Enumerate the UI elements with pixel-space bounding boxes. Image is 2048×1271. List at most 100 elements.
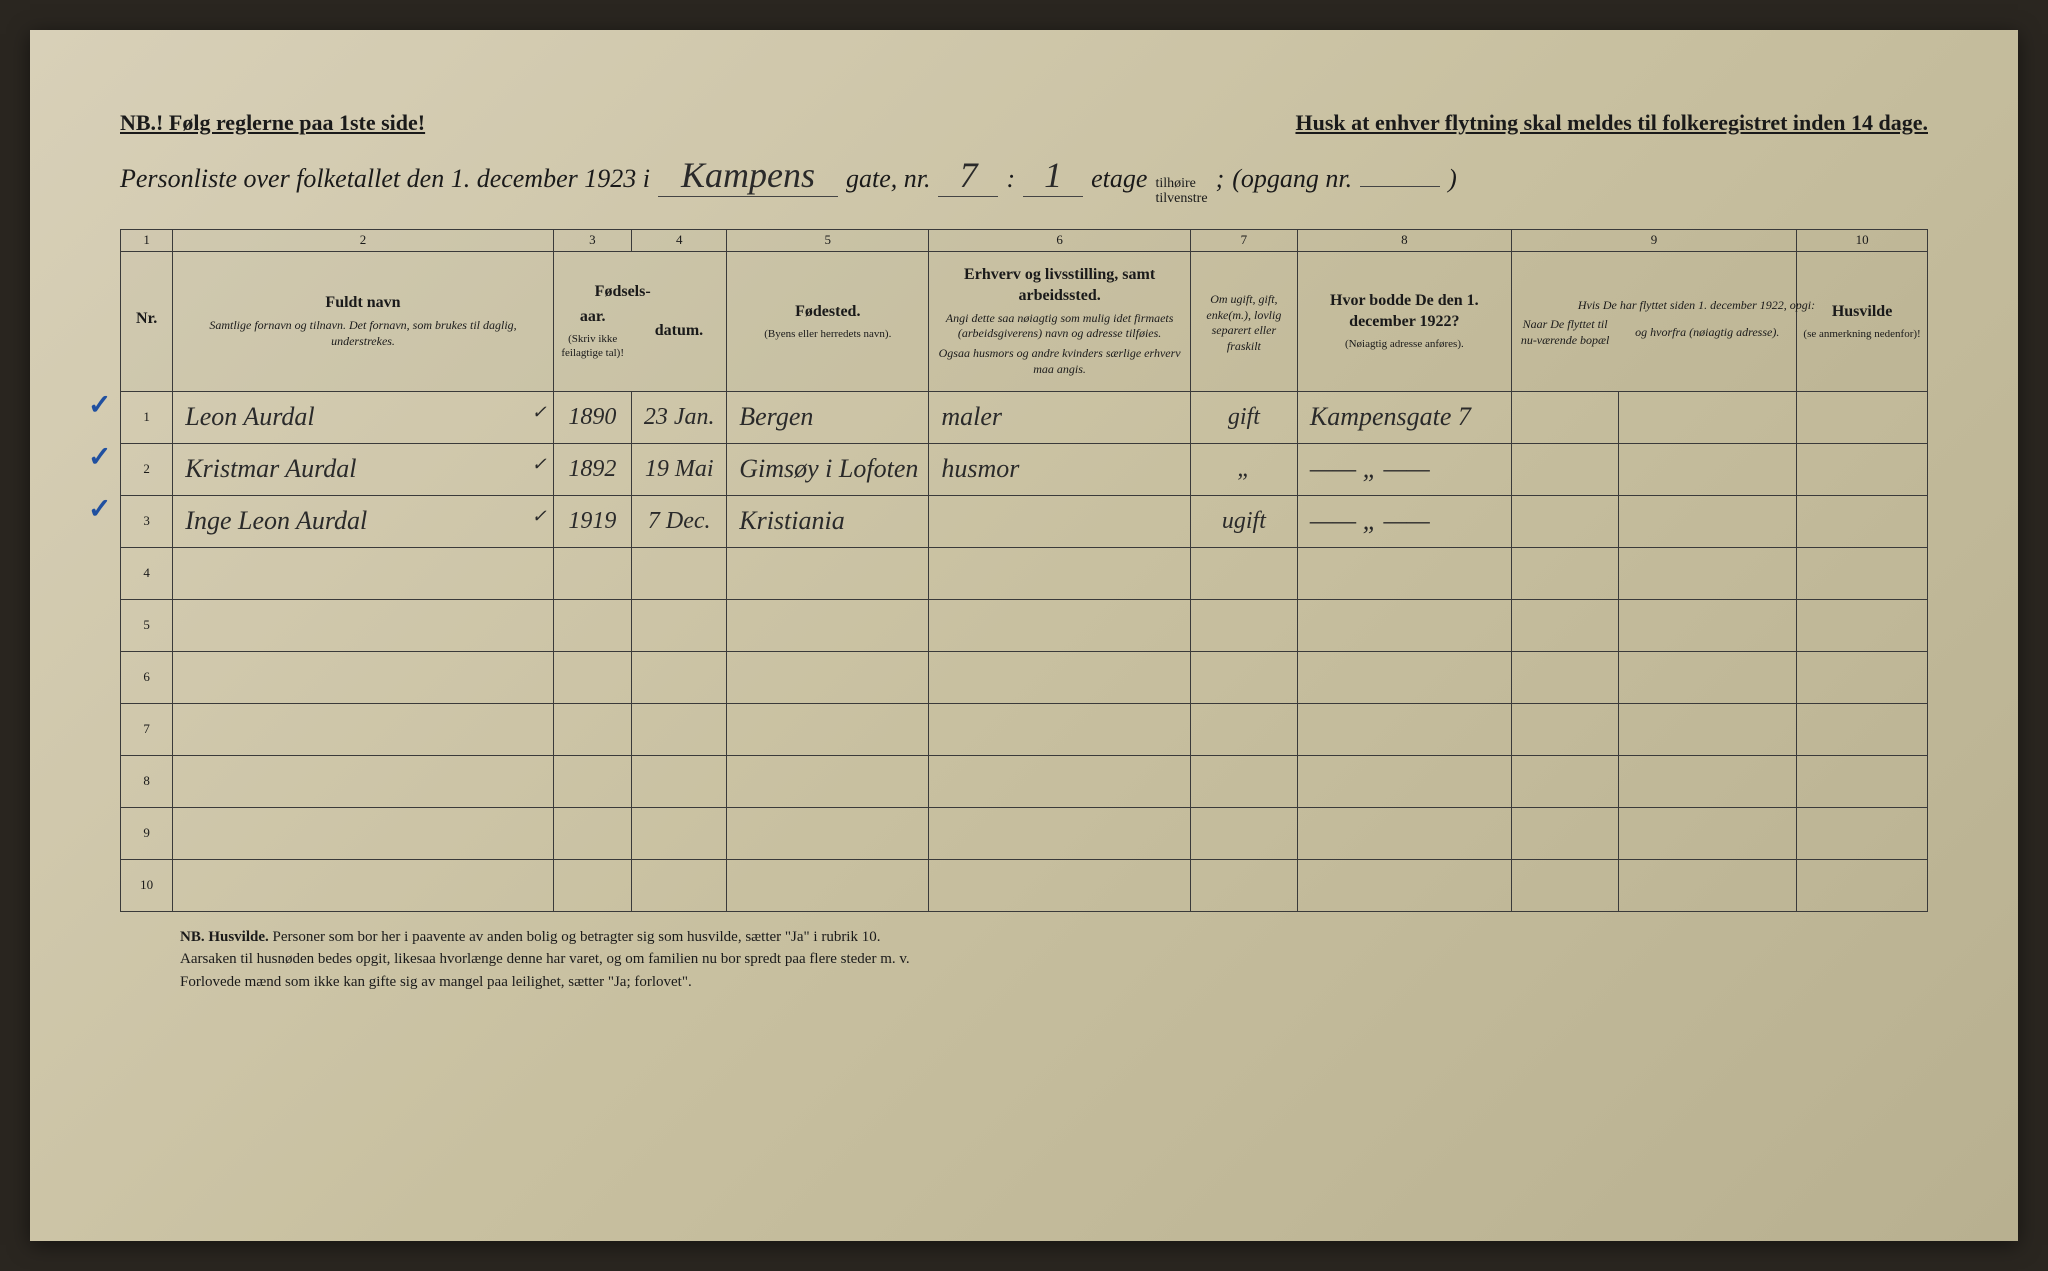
cell-marital-status: gift [1190, 391, 1297, 443]
header-moved-when: Hvis De har flyttet siden 1. december 19… [1511, 251, 1618, 391]
cell-occupation [929, 859, 1191, 911]
reminder-register: Husk at enhver flytning skal meldes til … [1295, 110, 1928, 136]
cell-marital-status [1190, 547, 1297, 599]
cell-moved-when [1511, 703, 1618, 755]
header-marital-status: Om ugift, gift, enke(m.), lovlig separer… [1190, 251, 1297, 391]
table-row: 9 [121, 807, 1928, 859]
cell-prev-address [1297, 703, 1511, 755]
cell-prev-address [1297, 599, 1511, 651]
census-form-page: NB.! Følg reglerne paa 1ste side! Husk a… [30, 30, 2018, 1241]
cell-homeless [1797, 755, 1928, 807]
cell-name [173, 807, 553, 859]
cell-homeless [1797, 599, 1928, 651]
cell-name [173, 651, 553, 703]
cell-moved-from [1618, 443, 1796, 495]
cell-moved-from [1618, 859, 1796, 911]
cell-birth-date [632, 599, 727, 651]
footer-note: NB. Husvilde. Personer som bor her i paa… [120, 926, 1928, 994]
table-row: 1 Leon Aurdal ✓ 1890 23 Jan. Bergen male… [121, 391, 1928, 443]
cell-moved-from [1618, 807, 1796, 859]
cell-moved-from [1618, 755, 1796, 807]
cell-birth-year [553, 651, 631, 703]
row-number: 8 [121, 755, 173, 807]
colnum-2: 2 [173, 229, 553, 251]
header-occupation: Erhverv og livsstilling, samt arbeidsste… [929, 251, 1191, 391]
row-number: 1 [121, 391, 173, 443]
header-birth-date: datum. [632, 251, 727, 391]
footer-nb-label: NB. Husvilde. [180, 929, 269, 945]
table-row: 8 [121, 755, 1928, 807]
cell-moved-from [1618, 703, 1796, 755]
table-row: 2 Kristmar Aurdal ✓ 1892 19 Mai Gimsøy i… [121, 443, 1928, 495]
header-birthplace: Fødested. (Byens eller herredets navn). [727, 251, 929, 391]
cell-marital-status [1190, 859, 1297, 911]
cell-prev-address: —— „ —— [1297, 443, 1511, 495]
table-row: 4 [121, 547, 1928, 599]
cell-marital-status [1190, 599, 1297, 651]
cell-birthplace: Bergen [727, 391, 929, 443]
table-row: 7 [121, 703, 1928, 755]
cell-birthplace [727, 651, 929, 703]
colnum-4: 4 [632, 229, 727, 251]
cell-birthplace: Gimsøy i Lofoten [727, 443, 929, 495]
cell-occupation [929, 547, 1191, 599]
cell-birth-year: 1892 [553, 443, 631, 495]
cell-birth-year [553, 807, 631, 859]
cell-birthplace [727, 547, 929, 599]
row-number: 7 [121, 703, 173, 755]
cell-birth-date: 23 Jan. [632, 391, 727, 443]
row-number: 3 [121, 495, 173, 547]
cell-homeless [1797, 443, 1928, 495]
cell-moved-from [1618, 391, 1796, 443]
cell-moved-from [1618, 599, 1796, 651]
cell-moved-from [1618, 495, 1796, 547]
cell-homeless [1797, 547, 1928, 599]
form-title-line: Personliste over folketallet den 1. dece… [120, 154, 1928, 207]
cell-birthplace [727, 807, 929, 859]
cell-name [173, 599, 553, 651]
cell-marital-status [1190, 755, 1297, 807]
row-number: 10 [121, 859, 173, 911]
table-row: 3 Inge Leon Aurdal ✓ 1919 7 Dec. Kristia… [121, 495, 1928, 547]
cell-marital-status: ugift [1190, 495, 1297, 547]
header-homeless: Husvilde (se anmerkning nedenfor)! [1797, 251, 1928, 391]
cell-moved-when [1511, 755, 1618, 807]
check-icon: ✓ [88, 388, 111, 422]
cell-occupation [929, 807, 1191, 859]
cell-moved-when [1511, 807, 1618, 859]
colnum-9: 9 [1511, 229, 1796, 251]
cell-birth-year [553, 755, 631, 807]
cell-moved-from [1618, 547, 1796, 599]
row-number: 5 [121, 599, 173, 651]
cell-occupation: maler [929, 391, 1191, 443]
row-number: 2 [121, 443, 173, 495]
row-number: 4 [121, 547, 173, 599]
cell-birthplace [727, 755, 929, 807]
table-row: 5 [121, 599, 1928, 651]
cell-moved-when [1511, 391, 1618, 443]
cell-marital-status [1190, 807, 1297, 859]
closing-paren: ) [1448, 164, 1457, 194]
cell-birthplace [727, 599, 929, 651]
cell-birth-year: 1919 [553, 495, 631, 547]
census-table: 1 2 3 4 5 6 7 8 9 10 Nr. Fuldt navn Samt… [120, 229, 1928, 912]
cell-marital-status [1190, 651, 1297, 703]
cell-name: Leon Aurdal ✓ [173, 391, 553, 443]
column-headers-row: Nr. Fuldt navn Samtlige fornavn og tilna… [121, 251, 1928, 391]
cell-birth-year [553, 703, 631, 755]
cell-homeless [1797, 859, 1928, 911]
cell-name [173, 547, 553, 599]
cell-moved-when [1511, 651, 1618, 703]
cell-moved-when [1511, 443, 1618, 495]
colnum-5: 5 [727, 229, 929, 251]
cell-birth-date [632, 859, 727, 911]
colnum-7: 7 [1190, 229, 1297, 251]
cell-prev-address [1297, 755, 1511, 807]
cell-homeless [1797, 703, 1928, 755]
cell-name [173, 755, 553, 807]
cell-marital-status: „ [1190, 443, 1297, 495]
gate-number-field: 7 [938, 154, 998, 197]
cell-homeless [1797, 807, 1928, 859]
cell-prev-address: Kampensgate 7 [1297, 391, 1511, 443]
colon: : [1006, 164, 1015, 194]
